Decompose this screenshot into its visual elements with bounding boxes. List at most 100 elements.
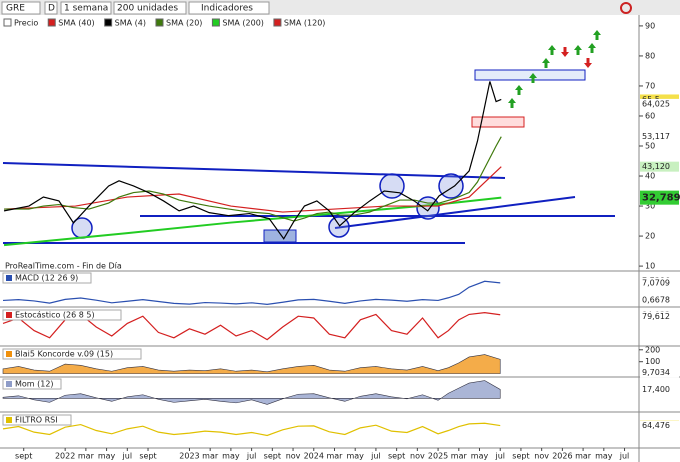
x-tick-label: nov	[410, 452, 425, 461]
x-tick-label: 2022	[55, 452, 75, 461]
arrow-up	[574, 45, 582, 55]
refresh-icon[interactable]	[620, 2, 632, 14]
zone-box	[471, 116, 525, 128]
period-code[interactable]: D	[48, 4, 55, 14]
zone-box	[474, 69, 586, 81]
legend-label: SMA (20)	[166, 19, 202, 28]
legend-swatch	[3, 18, 12, 27]
panel-swatch	[6, 417, 12, 423]
panel-title: Blai5 Koncorde v.09 (15)	[15, 350, 113, 359]
legend-label: Precio	[14, 19, 38, 28]
series-line	[4, 166, 502, 213]
panel-title-box	[2, 414, 72, 426]
y-tick-label: 20	[645, 232, 655, 241]
legend-swatch	[273, 18, 282, 27]
panel-title: Estocástico (26 8 5)	[15, 311, 95, 320]
indicators[interactable]: Indicadores	[201, 4, 253, 14]
x-tick-label: mar	[202, 452, 219, 461]
arrow-down	[584, 58, 592, 68]
x-tick-label: 2024	[304, 452, 324, 461]
units[interactable]: 200 unidades	[117, 4, 178, 14]
x-tick-label: sept	[512, 452, 529, 461]
y-tick-label: 200	[645, 345, 660, 354]
y-tick-label: 50	[645, 142, 655, 151]
y-tick-label: 80	[645, 51, 655, 60]
trend-line	[2, 162, 506, 179]
legend-swatch	[155, 18, 164, 27]
legend-swatch	[104, 18, 113, 27]
x-tick-label: jul	[370, 452, 381, 461]
arrow-down	[561, 47, 569, 57]
x-tick-label: may	[595, 452, 613, 461]
x-tick-label: mar	[326, 452, 343, 461]
source-label: ProRealTime.com - Fin de Día	[5, 262, 122, 271]
panel-title: FILTRO RSI	[15, 416, 58, 425]
legend-label: SMA (40)	[58, 19, 94, 28]
trend-line	[334, 196, 576, 229]
y-tick-label: 90	[645, 21, 655, 30]
arrow-up	[508, 98, 516, 108]
price-label-box	[640, 190, 679, 205]
price-label: 32,789	[642, 193, 680, 204]
x-tick-label: may	[471, 452, 489, 461]
period-code-box[interactable]	[44, 1, 58, 15]
symbol[interactable]: GRE	[6, 4, 25, 14]
y-tick-label: 60	[645, 111, 655, 120]
x-tick-label: may	[98, 452, 116, 461]
panel-swatch	[6, 312, 12, 318]
price-label-box	[640, 277, 679, 288]
y-tick-label: 70	[645, 81, 655, 90]
price-label-box	[640, 131, 679, 142]
panel-title: Mom (12)	[15, 380, 54, 389]
x-tick-label: mar	[451, 452, 468, 461]
period[interactable]: 1 semana	[64, 4, 108, 14]
price-label-box	[640, 311, 679, 322]
x-tick-label: jul	[619, 452, 630, 461]
panel-title-box	[2, 309, 122, 321]
circles-arrows	[71, 173, 464, 239]
x-tick-label: sept	[15, 452, 32, 461]
price-label: 79,612	[642, 312, 670, 321]
series-line	[2, 422, 501, 437]
price-label-box	[640, 384, 679, 395]
units-box[interactable]	[113, 1, 187, 15]
x-tick-label: mar	[78, 452, 95, 461]
x-tick-label: 2025	[428, 452, 448, 461]
circle-mark	[438, 173, 464, 199]
arrow-up	[529, 73, 537, 83]
legend-label: SMA (4)	[115, 19, 146, 28]
x-tick-label: may	[346, 452, 364, 461]
y-tick-label: 100	[645, 357, 660, 366]
price-label: 43,120	[642, 162, 670, 171]
arrow-up	[593, 30, 601, 40]
period-box[interactable]	[60, 1, 112, 15]
panel-title-box	[2, 272, 92, 284]
symbol-box[interactable]	[1, 1, 41, 15]
arrow-up	[548, 45, 556, 55]
panel-title-box	[2, 348, 142, 360]
legend-swatch	[47, 18, 56, 27]
indicators-box[interactable]	[188, 1, 270, 15]
price-label: 64,476	[642, 421, 670, 430]
arrow-up	[515, 85, 523, 95]
legend-swatch	[211, 18, 220, 27]
arrow-up	[588, 43, 596, 53]
x-tick-label: nov	[286, 452, 301, 461]
x-tick-label: jul	[494, 452, 505, 461]
series-line	[2, 280, 501, 306]
price-label: 53,117	[642, 132, 670, 141]
series-area	[2, 380, 501, 405]
y-tick-label: 30	[645, 202, 655, 211]
series-area	[2, 354, 501, 374]
panel-swatch	[6, 275, 12, 281]
price-label: 9,7034	[642, 368, 670, 377]
price-label-box	[640, 294, 679, 305]
x-tick-label: sept	[388, 452, 405, 461]
y-tick-label: 40	[645, 172, 655, 181]
x-tick-label: may	[222, 452, 240, 461]
x-tick-label: sept	[264, 452, 281, 461]
x-tick-label: 2023	[179, 452, 199, 461]
price-label: 17,400	[642, 385, 670, 394]
price-label-box	[640, 420, 679, 431]
series-line	[2, 311, 501, 341]
